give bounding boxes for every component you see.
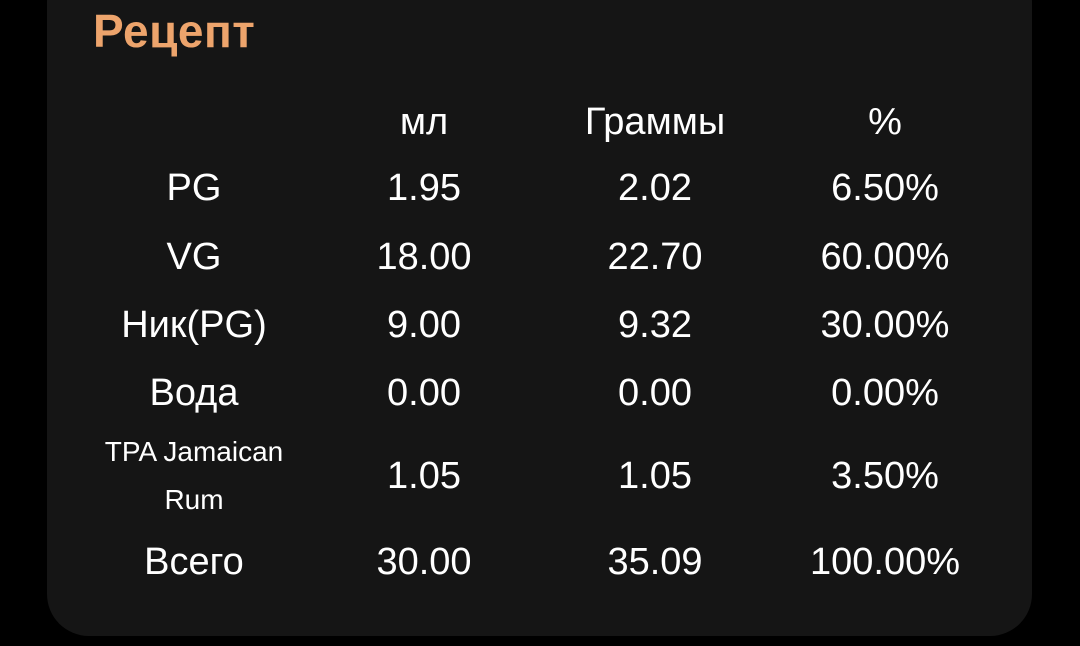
cell-ml: 9.00 [387,304,461,346]
cell-grams: 22.70 [607,236,703,278]
cell-name: PG [166,167,222,209]
cell-grams: 2.02 [618,167,692,209]
header-grams: Граммы [584,101,726,143]
cell-name: Всего [144,541,244,583]
cell-name: Ник(PG) [121,304,267,346]
cell-grams: 9.32 [618,304,692,346]
table-row: Всего 30.00 35.09 100.00% [0,532,1080,592]
cell-ml: 1.05 [387,455,461,497]
cell-ml: 30.00 [376,541,472,583]
cell-percent: 0.00% [831,372,939,414]
cell-grams: 1.05 [618,455,692,497]
table-row: Ник(PG) 9.00 9.32 30.00% [0,295,1080,355]
recipe-card [47,0,1032,636]
cell-ml: 1.95 [387,167,461,209]
header-ml: мл [399,101,449,143]
table-row: VG 18.00 22.70 60.00% [0,227,1080,287]
cell-grams: 35.09 [607,541,703,583]
cell-name: TPA Jamaican Rum [104,436,284,515]
cell-percent: 100.00% [809,541,960,583]
cell-name: VG [166,236,222,278]
table-row: TPA Jamaican Rum 1.05 1.05 3.50% [0,436,1080,515]
cell-percent: 3.50% [831,455,939,497]
cell-name: Вода [149,372,239,414]
header-percent: % [868,101,902,143]
cell-percent: 30.00% [820,304,950,346]
cell-percent: 60.00% [820,236,950,278]
table-row: Вода 0.00 0.00 0.00% [0,363,1080,423]
cell-grams: 0.00 [618,372,692,414]
table-row: PG 1.95 2.02 6.50% [0,158,1080,218]
cell-ml: 18.00 [376,236,472,278]
cell-ml: 0.00 [387,372,461,414]
table-header: мл Граммы % [0,92,1080,152]
recipe-title: Рецепт [93,5,256,57]
cell-percent: 6.50% [831,167,939,209]
